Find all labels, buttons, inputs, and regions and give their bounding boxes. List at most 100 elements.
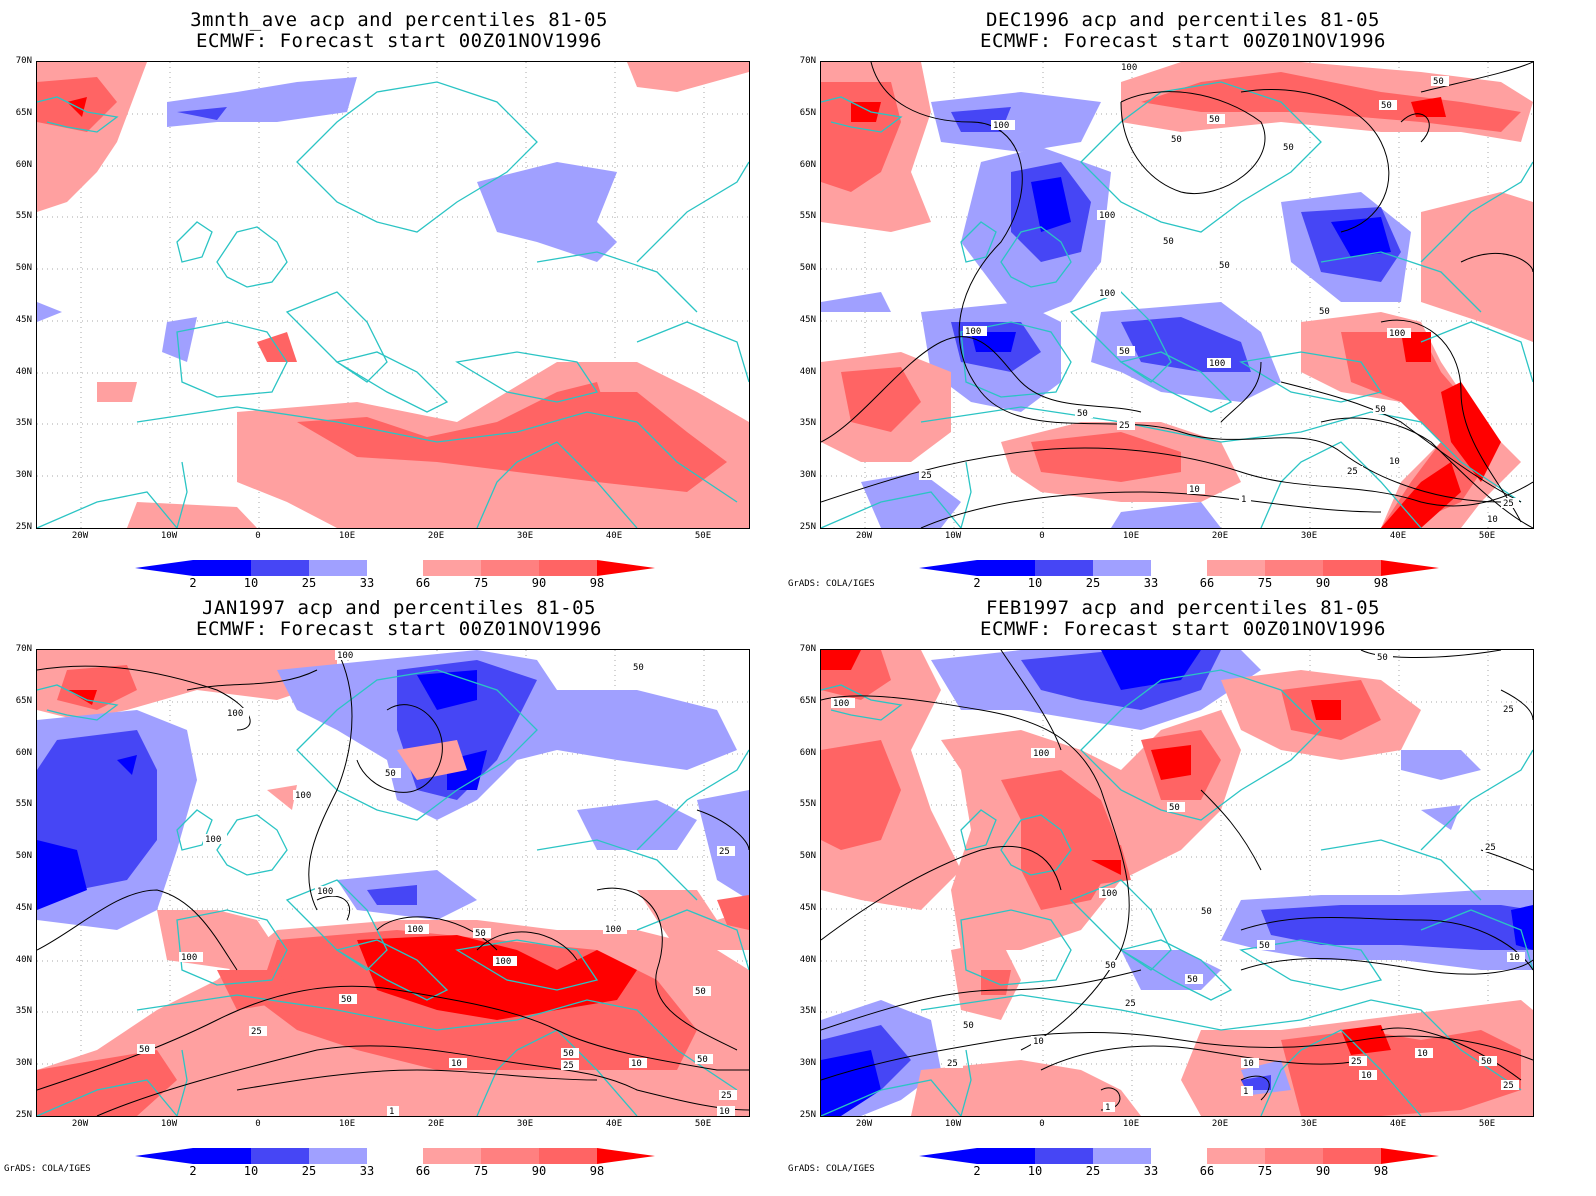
lat-label: 50N [15, 263, 32, 273]
contour-label: 25 [1125, 999, 1136, 1009]
contour-label: 10 [1417, 1049, 1428, 1059]
lon-label: 20W [71, 531, 89, 541]
lon-label: 10E [338, 531, 356, 541]
lat-label: 25N [15, 522, 32, 532]
lat-label: 60N [799, 160, 816, 170]
contour-label: 50 [1433, 77, 1444, 87]
panel-title-line1: JAN1997 acp and percentiles 81-05 [202, 597, 596, 619]
lon-label: 30E [516, 1119, 534, 1129]
contour-label: 25 [1351, 1057, 1362, 1067]
lat-label: 30N [15, 470, 32, 480]
lat-label: 30N [799, 1058, 816, 1068]
colorbar-label: 2 [973, 576, 981, 590]
colorbar-label: 10 [243, 1164, 259, 1178]
map-svg: 50 25 100 100 50 100 50 50 25 50 50 10 5… [821, 650, 1533, 1116]
lat-label: 40N [15, 367, 32, 377]
contour-label: 25 [719, 847, 730, 857]
contour-label: 50 [1187, 975, 1198, 985]
contour-label: 50 [1319, 307, 1330, 317]
contour-label: 10 [1389, 457, 1400, 467]
panel-title-line2: ECMWF: Forecast start 00Z01NOV1996 [196, 30, 602, 52]
contour-label: 100 [227, 709, 243, 719]
colorbar-label: 25 [301, 1164, 317, 1178]
lat-label: 55N [799, 211, 816, 221]
contour-label: 25 [251, 1027, 262, 1037]
map-svg [37, 62, 749, 528]
contour-label: 100 [1209, 359, 1225, 369]
colorbar [919, 560, 1439, 576]
panel-title-line1: FEB1997 acp and percentiles 81-05 [986, 597, 1380, 619]
lon-label: 30E [1300, 531, 1318, 541]
contour-label: 10 [451, 1059, 462, 1069]
panel-title-line2: ECMWF: Forecast start 00Z01NOV1996 [980, 618, 1386, 640]
colorbar-label: 33 [1143, 576, 1159, 590]
lon-label: 50E [694, 1119, 712, 1129]
lon-label: 0 [255, 531, 261, 541]
colorbar-label: 90 [1315, 1164, 1331, 1178]
contour-label: 25 [1119, 421, 1130, 431]
lat-label: 55N [799, 799, 816, 809]
contour-label: 10 [1487, 515, 1498, 525]
contour-label: 50 [475, 929, 486, 939]
lon-label: 10W [944, 1119, 962, 1129]
colorbar-label: 33 [359, 576, 375, 590]
colorbar-label: 75 [1257, 576, 1273, 590]
colorbar-label: 98 [1373, 576, 1389, 590]
panel-title-line2: ECMWF: Forecast start 00Z01NOV1996 [196, 618, 602, 640]
colorbar-label: 90 [531, 576, 547, 590]
colorbar-label: 75 [473, 1164, 489, 1178]
colorbar-label: 66 [1199, 576, 1215, 590]
panel-3month-average: 3mnth_ave acp and percentiles 81-05 ECMW… [0, 0, 798, 598]
lon-label: 0 [255, 1119, 261, 1129]
contour-label: 50 [1259, 941, 1270, 951]
lat-label: 25N [799, 1110, 816, 1120]
lat-label: 60N [15, 160, 32, 170]
colorbar [135, 560, 655, 576]
colorbar-label: 98 [1373, 1164, 1389, 1178]
contour-label: 100 [1389, 329, 1405, 339]
lat-label: 45N [799, 903, 816, 913]
lat-label: 35N [799, 1006, 816, 1016]
map-plot [36, 61, 750, 529]
lon-label: 20W [855, 531, 873, 541]
lon-label: 40E [605, 1119, 623, 1129]
contour-label: 50 [1283, 143, 1294, 153]
colorbar-label: 2 [189, 576, 197, 590]
contour-label: 50 [1169, 803, 1180, 813]
contour-label: 50 [1375, 405, 1386, 415]
colorbar [919, 1148, 1439, 1164]
panel-title-line1: DEC1996 acp and percentiles 81-05 [986, 9, 1380, 31]
grads-credit: GrADS: COLA/IGES [788, 579, 875, 589]
lat-label: 65N [799, 696, 816, 706]
contour-label: 50 [1209, 115, 1220, 125]
contour-label: 25 [1485, 843, 1496, 853]
contour-label: 10 [719, 1107, 730, 1116]
lat-label: 60N [15, 748, 32, 758]
lat-label: 25N [15, 1110, 32, 1120]
contour-label: 25 [921, 471, 932, 481]
contour-label: 100 [295, 791, 311, 801]
lat-label: 30N [799, 470, 816, 480]
colorbar-label: 90 [531, 1164, 547, 1178]
contour-label: 100 [1121, 63, 1137, 73]
panel-jan1997: JAN1997 acp and percentiles 81-05 ECMWF:… [0, 588, 798, 1186]
contour-label: 10 [1509, 953, 1520, 963]
lat-label: 70N [799, 56, 816, 66]
lat-label: 30N [15, 1058, 32, 1068]
grads-credit: GrADS: COLA/IGES [788, 1164, 875, 1174]
colorbar-label: 75 [473, 576, 489, 590]
contour-label: 50 [1171, 135, 1182, 145]
contour-label: 100 [993, 121, 1009, 131]
lon-label: 0 [1039, 1119, 1045, 1129]
colorbar-label: 2 [189, 1164, 197, 1178]
colorbar-label: 25 [1085, 1164, 1101, 1178]
lat-label: 50N [15, 851, 32, 861]
lon-label: 20W [71, 1119, 89, 1129]
contour-label: 50 [1077, 409, 1088, 419]
lat-label: 50N [799, 263, 816, 273]
panel-title-line2: ECMWF: Forecast start 00Z01NOV1996 [980, 30, 1386, 52]
contour-label: 100 [1099, 211, 1115, 221]
colorbar-label: 10 [1027, 576, 1043, 590]
lat-label: 70N [15, 644, 32, 654]
lat-label: 35N [15, 1006, 32, 1016]
